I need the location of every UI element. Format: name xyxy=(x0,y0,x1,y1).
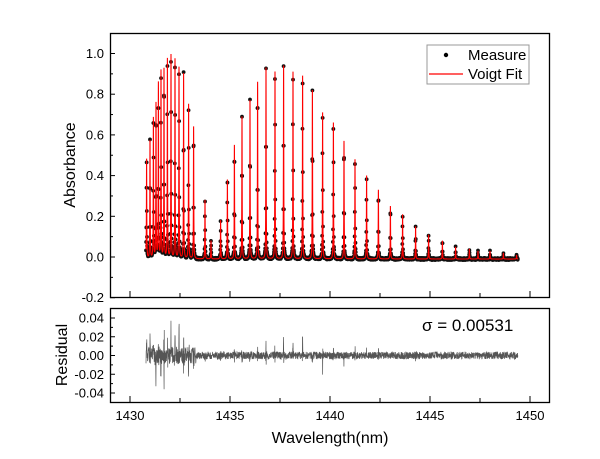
main-ticks: -0.2 0.0 0.2 0.4 0.6 0.8 1.0 xyxy=(82,46,531,305)
measure-point xyxy=(181,70,186,75)
residual-y-tick-label: 0.02 xyxy=(79,329,104,344)
legend: Measure Voigt Fit xyxy=(426,44,530,85)
y-tick-label: 0.6 xyxy=(86,127,104,142)
measure-point xyxy=(248,97,252,102)
x-tick-label: 1440 xyxy=(316,408,345,423)
y-tick-label: 0.2 xyxy=(86,209,104,224)
absorbance-data xyxy=(144,54,520,262)
measure-points xyxy=(144,60,520,262)
x-tick-label: 1435 xyxy=(216,408,245,423)
residual-y-tick-label: 0.04 xyxy=(79,311,104,326)
x-axis-title: Wavelength(nm) xyxy=(272,430,389,447)
y-axis-title-residual: Residual xyxy=(54,324,71,386)
residual-y-tick-label: 0.00 xyxy=(79,348,104,363)
sigma-annotation: σ = 0.00531 xyxy=(422,316,513,335)
measure-point xyxy=(148,137,152,142)
y-tick-label: -0.2 xyxy=(82,290,104,305)
x-tick-label: 1450 xyxy=(516,408,545,423)
legend-label-voigt-fit: Voigt Fit xyxy=(468,66,523,83)
residual-y-tick-label: -0.04 xyxy=(74,386,104,401)
legend-marker-measure xyxy=(443,52,449,58)
x-tick-label: 1445 xyxy=(416,408,445,423)
absorbance-plot: -0.2 0.0 0.2 0.4 0.6 0.8 1.0 Absorbance Measur… xyxy=(62,32,551,305)
x-tick-label: 1430 xyxy=(116,408,145,423)
y-tick-label: 0.4 xyxy=(86,168,104,183)
residual-y-tick-label: -0.02 xyxy=(74,367,104,382)
y-tick-label: 0.8 xyxy=(86,87,104,102)
y-axis-title-absorbance: Absorbance xyxy=(62,122,79,207)
y-tick-label: 0.0 xyxy=(86,250,104,265)
legend-label-measure: Measure xyxy=(468,47,526,64)
y-tick-label: 1.0 xyxy=(86,46,104,61)
residual-plot: 0.04 0.02 0.00 -0.02 -0.04 1430 1435 1440 1445 14… xyxy=(54,307,551,447)
